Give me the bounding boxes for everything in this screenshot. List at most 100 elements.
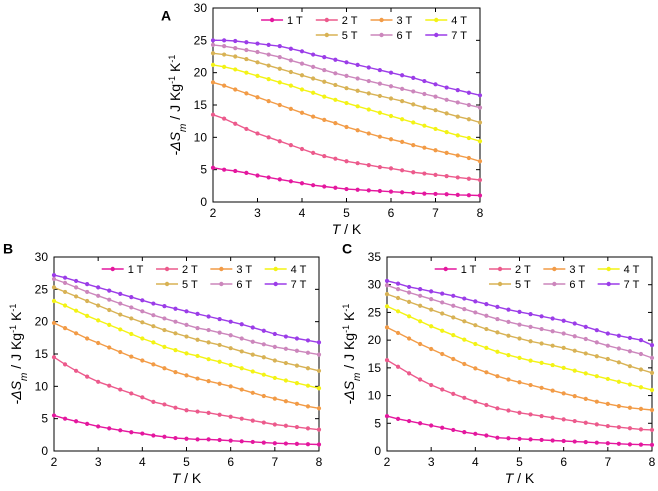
data-point (395, 295, 401, 301)
data-point (495, 349, 500, 354)
data-point (484, 313, 489, 318)
data-point (517, 322, 522, 327)
data-point (195, 437, 200, 442)
data-point (400, 117, 405, 122)
data-point (422, 105, 427, 110)
data-point (162, 344, 167, 349)
data-point (344, 60, 349, 65)
data-point (333, 97, 338, 102)
data-point (244, 126, 249, 132)
data-point (239, 322, 244, 327)
data-point (355, 128, 360, 133)
data-point (411, 102, 416, 107)
data-point (162, 366, 167, 371)
data-point (288, 142, 293, 148)
data-point (395, 364, 401, 369)
chart-panel-b: B 2 3 4 5 6 7 8 0 5 10 15 20 25 30 T / K -ΔSm / J Kg-1 K… (3, 241, 323, 486)
data-point (440, 291, 445, 296)
data-point (451, 303, 456, 308)
series-line (386, 293, 653, 374)
data-point (384, 413, 390, 419)
data-point (311, 183, 316, 188)
data-point (418, 287, 423, 292)
data-point (210, 42, 216, 47)
y-tick-label: 5 (41, 412, 48, 426)
data-point (550, 343, 555, 348)
data-point (406, 418, 412, 424)
data-point (517, 436, 522, 441)
data-point (377, 188, 382, 194)
data-point (151, 313, 156, 318)
data-point (222, 64, 227, 69)
y-axis-label: -ΔSm / J Kg-1 K-1 (167, 55, 189, 156)
y-tick-label: 35 (368, 250, 382, 264)
data-point (451, 315, 456, 320)
data-point (129, 305, 134, 310)
data-point (73, 419, 79, 424)
data-point (305, 404, 311, 409)
data-point (283, 423, 288, 428)
data-point (233, 168, 238, 174)
data-point (649, 442, 655, 448)
data-point (266, 175, 271, 180)
data-point (140, 431, 145, 436)
data-point (440, 387, 445, 392)
data-point (495, 374, 500, 379)
data-point (173, 331, 178, 336)
data-point (184, 309, 189, 314)
data-point (484, 433, 489, 438)
data-point (316, 352, 322, 357)
data-point (85, 298, 90, 304)
data-point (283, 346, 288, 351)
data-point (217, 381, 222, 386)
data-point (294, 401, 300, 406)
data-point (384, 292, 390, 297)
data-point (473, 310, 478, 315)
data-point (594, 422, 599, 427)
data-point (355, 187, 360, 192)
data-point (195, 409, 200, 414)
x-tick-label: 8 (477, 206, 484, 220)
data-point (388, 113, 394, 119)
data-point (184, 408, 189, 413)
data-point (85, 421, 90, 426)
data-point (250, 325, 255, 330)
data-point (316, 406, 322, 411)
data-point (388, 70, 394, 75)
data-point (366, 163, 371, 168)
data-point (283, 399, 288, 404)
data-point (406, 299, 412, 304)
x-axis-label: T / K (332, 221, 362, 237)
legend-entry: 2 T (182, 264, 198, 276)
data-point (333, 57, 338, 62)
x-tick-label: 7 (604, 455, 611, 469)
x-tick-label: 5 (343, 206, 350, 220)
data-point (638, 427, 644, 432)
legend-entry: 3 T (397, 15, 413, 27)
data-point (344, 186, 349, 192)
data-point (429, 307, 434, 312)
x-tick-label: 6 (560, 455, 567, 469)
data-point (151, 324, 156, 329)
data-point (466, 193, 471, 198)
data-point (210, 80, 216, 85)
data-point (506, 333, 511, 338)
data-point (322, 153, 327, 159)
data-point (517, 410, 522, 415)
data-point (473, 323, 478, 328)
data-point (228, 438, 233, 443)
data-point (96, 285, 101, 290)
data-point (272, 422, 277, 427)
series-2t (384, 357, 655, 433)
data-point (444, 192, 449, 197)
legend-swatch-marker (379, 17, 384, 23)
data-point (627, 405, 633, 410)
data-point (388, 84, 394, 89)
data-point (477, 193, 483, 198)
data-point (210, 112, 216, 117)
data-point (333, 185, 338, 190)
data-point (96, 318, 101, 323)
data-point (305, 442, 311, 447)
